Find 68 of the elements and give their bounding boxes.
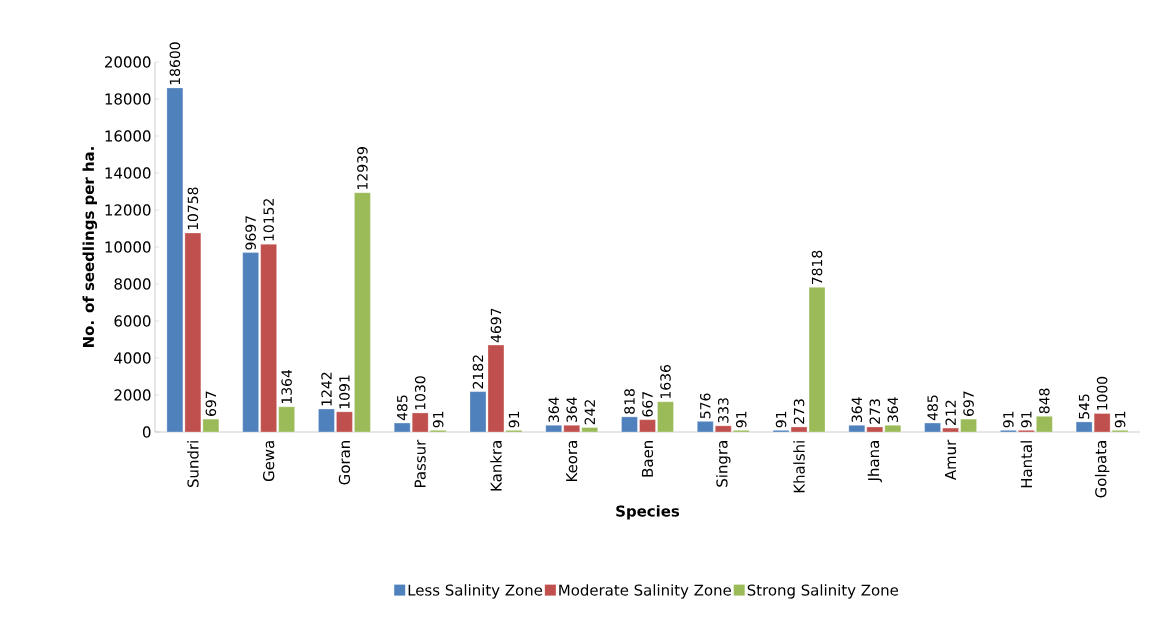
data-label: 697 xyxy=(205,391,217,416)
data-label: 576 xyxy=(700,393,711,419)
data-label: 545 xyxy=(1078,394,1090,419)
y-tick-label: 6000 xyxy=(114,315,151,327)
y-tick-label: 20000 xyxy=(105,56,151,68)
data-label: 273 xyxy=(869,399,881,424)
data-label: 333 xyxy=(717,398,729,423)
data-label: 1000 xyxy=(1096,376,1108,410)
data-label: 485 xyxy=(396,395,408,421)
data-label: 91 xyxy=(775,411,787,428)
legend-label: Moderate Salinity Zone xyxy=(559,584,731,599)
data-label: 91 xyxy=(1114,411,1126,428)
x-tick-label: Sundri xyxy=(187,441,199,487)
data-label: 91 xyxy=(1021,411,1032,428)
data-label: 818 xyxy=(624,389,635,414)
x-tick-label: Kankra xyxy=(490,441,502,491)
y-tick-label: 4000 xyxy=(114,352,151,364)
y-tick-label: 12000 xyxy=(105,204,151,216)
y-tick-label: 14000 xyxy=(105,167,151,179)
data-label: 273 xyxy=(793,399,805,424)
data-label: 7818 xyxy=(811,250,823,285)
data-label: 364 xyxy=(566,397,578,423)
x-tick-label: Golpata xyxy=(1094,441,1110,498)
data-label: 91 xyxy=(508,411,520,428)
x-axis-title: Species xyxy=(616,505,680,520)
x-tick-label: Passur xyxy=(414,439,426,487)
x-tick-label: Khalshi xyxy=(793,441,805,493)
data-label: 1091 xyxy=(339,375,350,409)
data-label: 10758 xyxy=(187,187,199,230)
data-label: 2182 xyxy=(472,355,484,389)
legend-label: Less Salinity Zone xyxy=(408,584,543,599)
x-tick-label: Singra xyxy=(716,441,731,487)
data-label: 485 xyxy=(927,395,938,421)
data-label: 12939 xyxy=(357,147,368,189)
data-label: 9697 xyxy=(245,216,256,250)
y-tick-label: 16000 xyxy=(105,130,151,142)
legend-label: Strong Salinity Zone xyxy=(747,584,899,599)
data-label: 18600 xyxy=(169,42,181,85)
x-tick-label: Amur xyxy=(945,439,957,481)
data-label: 697 xyxy=(963,391,974,416)
data-label: 848 xyxy=(1039,388,1050,414)
x-tick-label: Baen xyxy=(641,441,654,477)
x-tick-label: Jhana xyxy=(867,441,882,483)
y-tick-label: 10000 xyxy=(105,241,151,253)
x-tick-label: Keora xyxy=(566,441,578,481)
data-label: 1364 xyxy=(281,369,292,404)
y-tick-label: 2000 xyxy=(114,389,151,401)
data-label: 1030 xyxy=(414,376,426,410)
data-label: 1242 xyxy=(321,372,332,406)
data-label: 10152 xyxy=(263,199,274,241)
data-label: 212 xyxy=(945,400,956,425)
x-tick-label: Gewa xyxy=(263,441,275,482)
y-tick-label: 0 xyxy=(142,426,151,438)
data-label: 364 xyxy=(887,397,899,423)
y-tick-label: 18000 xyxy=(105,93,151,105)
data-label: 4697 xyxy=(490,308,502,343)
data-label: 364 xyxy=(851,397,863,423)
y-tick-label: 8000 xyxy=(114,278,151,290)
data-label: 91 xyxy=(432,411,444,428)
y-axis-title: No. of seedlings per ha. xyxy=(82,147,98,347)
data-label: 91 xyxy=(1003,411,1014,428)
data-label: 91 xyxy=(735,411,747,428)
data-label: 667 xyxy=(642,392,653,417)
data-label: 242 xyxy=(584,400,595,425)
data-label: 1636 xyxy=(660,364,671,399)
x-tick-label: Hantal xyxy=(1020,441,1033,488)
x-tick-label: Goran xyxy=(338,441,351,485)
data-label: 364 xyxy=(548,397,560,423)
